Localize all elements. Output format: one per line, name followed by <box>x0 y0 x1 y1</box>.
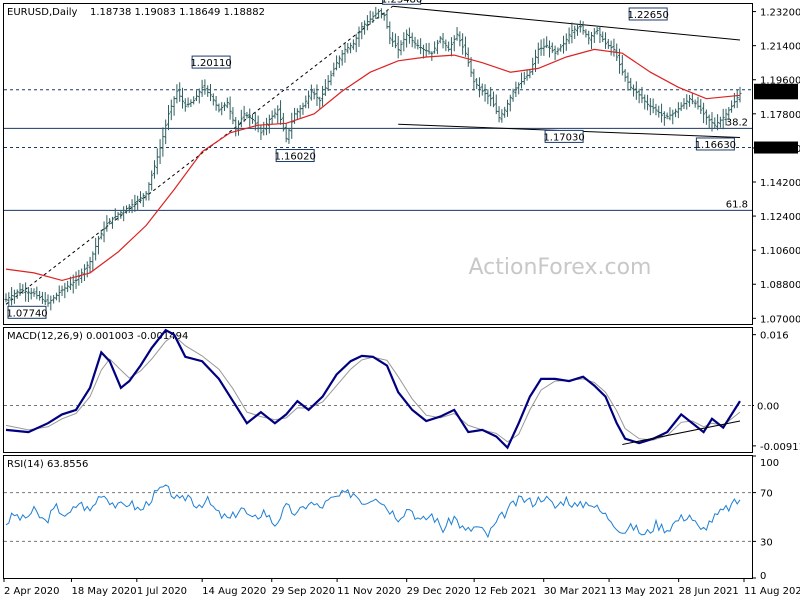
fib-label: 38.2 <box>726 117 748 128</box>
annotation-box <box>7 305 47 319</box>
x-tick-label: 28 Jun 2021 <box>679 586 739 597</box>
price-ytick-label: 1.19600 <box>760 76 800 87</box>
macd-tag <box>754 399 798 412</box>
macd-panel-frame <box>3 327 753 453</box>
annotation-box <box>382 0 422 5</box>
x-tick-label: 29 Dec 2020 <box>407 586 471 597</box>
x-tick-label: 30 Mar 2021 <box>544 586 607 597</box>
price-tag-label: 1.19070 <box>757 86 798 97</box>
rsi-ytick-label: 0 <box>760 571 766 582</box>
annotation-label: 1.17030 <box>543 132 584 143</box>
price-ytick-label: 1.07000 <box>760 314 800 325</box>
x-tick-label: 29 Sep 2020 <box>272 586 335 597</box>
moving-average-line <box>5 48 741 282</box>
price-ytick-label: 1.21400 <box>760 42 800 53</box>
price-panel: EURUSD,Daily 1.18738 1.19083 1.18649 1.1… <box>3 0 800 325</box>
price-tag <box>754 141 798 154</box>
macd-panel: MACD(12,26,9) 0.001003 -0.001494 0.016 -0… <box>3 327 800 453</box>
rsi-panel: RSI(14) 63.8556 100 70 30 0 <box>3 455 779 582</box>
price-tag-label: 1.16020 <box>757 144 798 155</box>
annotation-box <box>275 149 315 163</box>
price-ytick-label: 1.10600 <box>760 246 800 257</box>
macd-tag-label: 0.00 <box>757 402 779 413</box>
annotation-box <box>695 137 735 151</box>
price-ytick-label: 1.08800 <box>760 280 800 291</box>
annotation-label: 1.20110 <box>190 58 231 69</box>
x-tick-label: 11 Aug 2021 <box>744 586 800 597</box>
price-ytick-label: 1.17800 <box>760 110 800 121</box>
x-tick-label: 1 Jul 2020 <box>137 586 187 597</box>
macd-title: MACD(12,26,9) 0.001003 -0.001494 <box>7 331 188 342</box>
annotation-label: 1.22650 <box>627 10 668 21</box>
ohlc-readout: 1.18738 1.19083 1.18649 1.18882 <box>90 7 265 18</box>
macd-ytick-label: 0.016 <box>760 331 789 342</box>
watermark: ActionForex.com <box>469 255 652 280</box>
x-tick-label: 13 May 2021 <box>609 586 674 597</box>
x-tick-label: 11 Nov 2020 <box>337 586 401 597</box>
fib-label: 61.8 <box>726 199 748 210</box>
price-title: EURUSD,Daily <box>7 7 78 18</box>
rsi-ytick-label: 30 <box>760 537 773 548</box>
x-tick-label: 14 Aug 2020 <box>202 586 266 597</box>
annotation-label: 1.23480 <box>381 0 422 5</box>
x-axis: 2 Apr 2020 18 May 2020 1 Jul 2020 14 Aug 20… <box>3 578 800 597</box>
price-ytick-label: 1.12400 <box>760 212 800 223</box>
macd-ytick-label: -0.009116 <box>760 442 800 453</box>
rsi-ytick-label: 100 <box>760 458 779 469</box>
macd-trendline <box>622 420 741 445</box>
rsi-panel-frame <box>3 455 753 579</box>
x-tick-label: 18 May 2020 <box>71 586 136 597</box>
price-ytick-label: 1.23200 <box>760 8 800 19</box>
macd-line <box>5 328 741 450</box>
annotation-label: 1.07740 <box>6 308 47 319</box>
rsi-line <box>5 484 741 539</box>
rsi-ytick-label: 70 <box>760 489 773 500</box>
annotation-box <box>628 7 668 21</box>
price-tag <box>754 83 798 96</box>
annotation-label: 1.16630 <box>695 140 736 151</box>
rsi-title: RSI(14) 63.8556 <box>7 459 88 470</box>
x-tick-label: 2 Apr 2020 <box>4 586 59 597</box>
price-ytick-label: 1.14200 <box>760 178 800 189</box>
x-tick-label: 12 Feb 2021 <box>474 586 536 597</box>
annotation-box <box>191 55 231 69</box>
annotation-label: 1.16020 <box>274 152 315 163</box>
trendline <box>392 5 741 41</box>
annotation-box <box>544 129 584 143</box>
